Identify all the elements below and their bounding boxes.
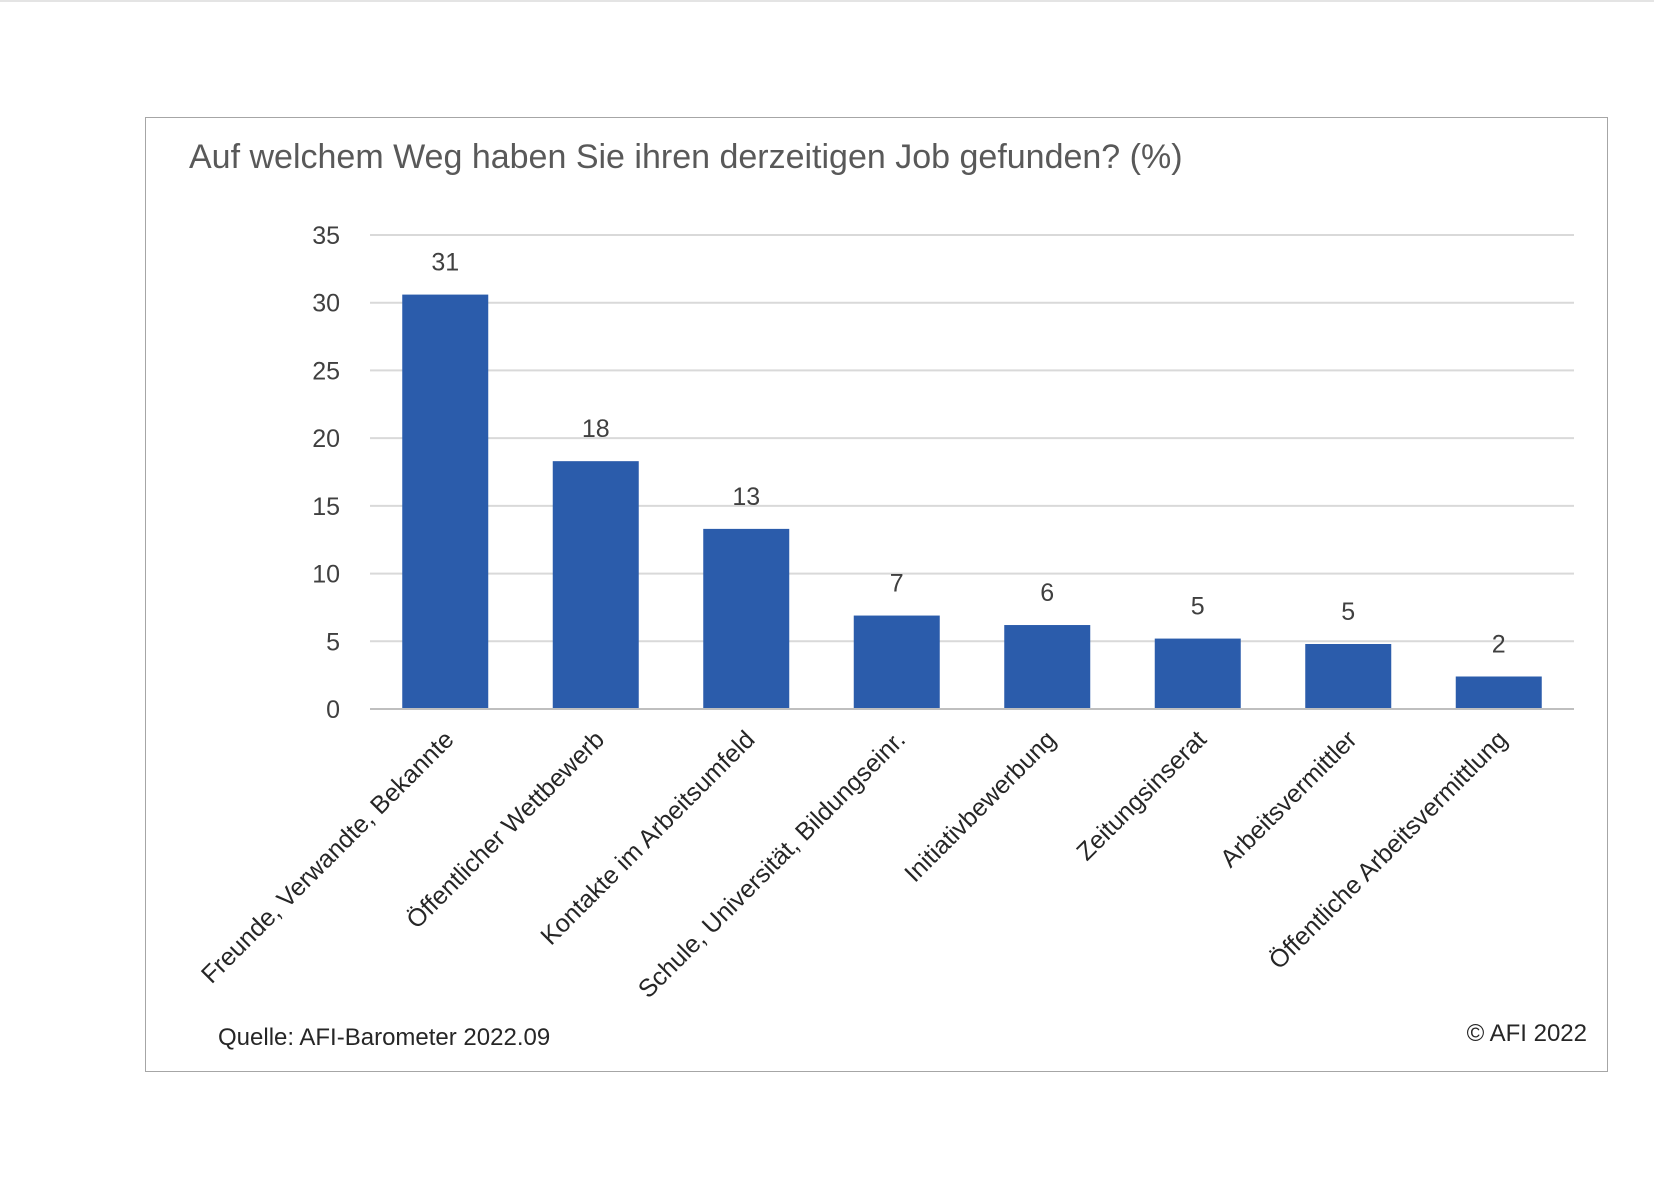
data-label: 6 [1040, 579, 1054, 607]
y-tick-label: 30 [312, 290, 340, 318]
data-label: 2 [1492, 630, 1506, 658]
category-label: Initiativbewerbung [899, 725, 1061, 887]
bar [552, 461, 639, 709]
data-label: 5 [1341, 598, 1355, 626]
bar [853, 615, 940, 709]
data-label: 5 [1191, 593, 1205, 621]
category-label: Freunde, Verwandte, Bekannte [196, 725, 460, 989]
y-tick-label: 35 [312, 222, 340, 250]
bar [402, 294, 489, 709]
bar [1004, 625, 1091, 709]
top-divider [0, 0, 1654, 2]
copyright-note: © AFI 2022 [1466, 1020, 1587, 1047]
y-tick-label: 25 [312, 357, 340, 385]
y-tick-label: 0 [326, 696, 340, 724]
category-label: Öffentliche Arbeitsvermittlung [1264, 725, 1513, 974]
category-label: Arbeitsvermittler [1215, 725, 1362, 872]
data-label: 7 [890, 570, 904, 598]
data-label: 13 [732, 483, 760, 511]
bar [1305, 643, 1392, 709]
chart-title: Auf welchem Weg haben Sie ihren derzeiti… [189, 138, 1183, 176]
category-label: Zeitungsinserat [1071, 725, 1212, 866]
data-label: 31 [431, 249, 459, 277]
bar [1154, 638, 1241, 709]
y-tick-label: 5 [326, 628, 340, 656]
y-tick-label: 20 [312, 425, 340, 453]
bar [703, 528, 790, 709]
chart-frame: Auf welchem Weg haben Sie ihren derzeiti… [145, 117, 1608, 1072]
category-label: Schule, Universität, Bildungseinr. [633, 725, 911, 1003]
source-note: Quelle: AFI-Barometer 2022.09 [218, 1024, 551, 1051]
y-tick-label: 10 [312, 561, 340, 589]
bar [1455, 676, 1542, 709]
y-tick-label: 15 [312, 493, 340, 521]
data-label: 18 [582, 415, 610, 443]
